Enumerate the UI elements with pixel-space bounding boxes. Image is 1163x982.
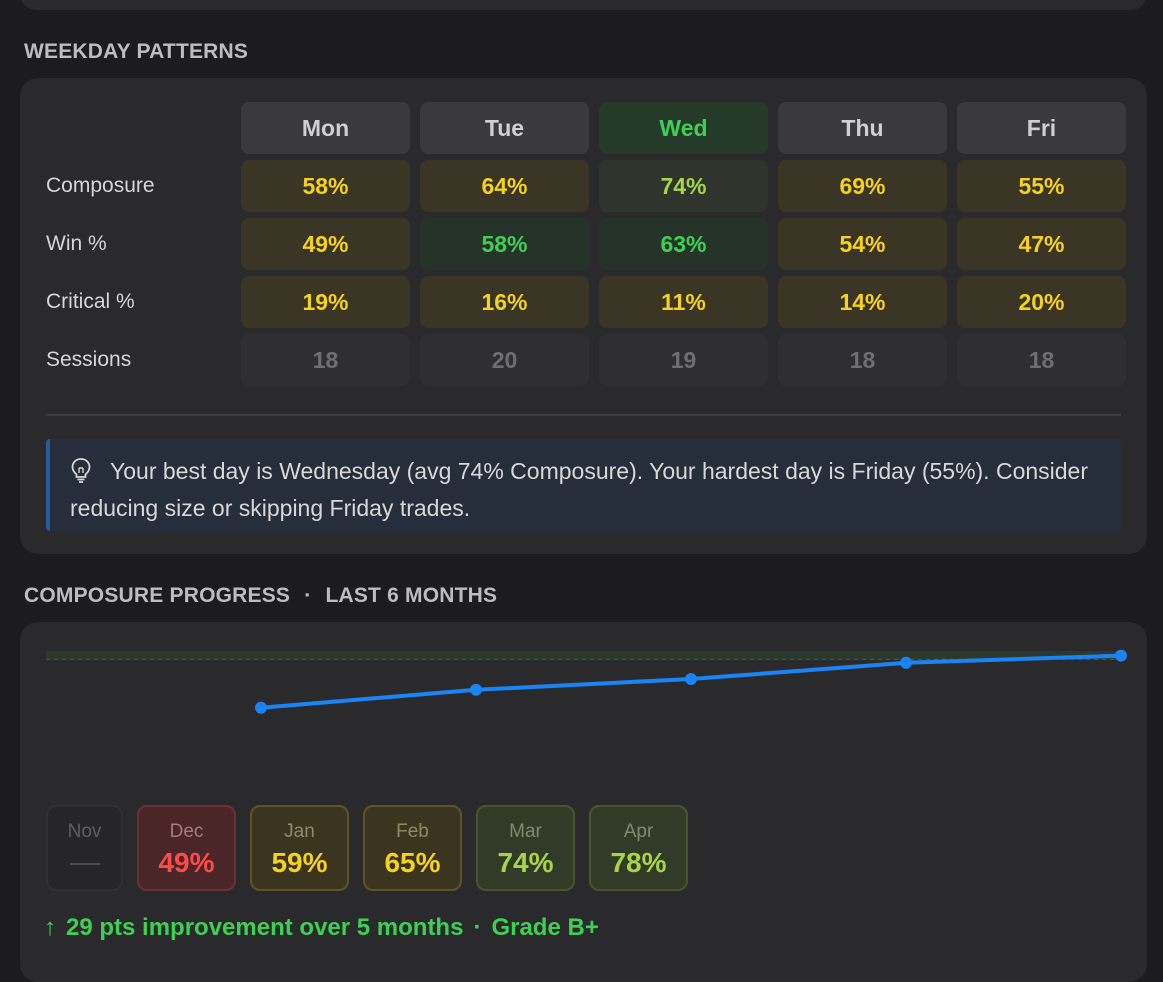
month-value: 65% <box>384 847 441 878</box>
previous-section-card <box>20 0 1147 10</box>
data-point-mar <box>900 656 912 669</box>
month-tiles: Nov Dec 49% Jan 59% Feb 65% Mar 74% Apr 78% <box>46 805 688 891</box>
month-value: 74% <box>497 847 554 878</box>
month-name: Mar <box>509 821 542 842</box>
metric-cell: 47% <box>957 218 1126 270</box>
metric-cell: 18 <box>778 334 947 386</box>
summary-text: 29 pts improvement over 5 months <box>66 914 464 941</box>
metric-cell: 64% <box>420 160 589 212</box>
day-header-2: Wed <box>599 102 768 154</box>
day-header-3: Thu <box>778 102 947 154</box>
progress-summary: ↑ 29 pts improvement over 5 months · Grade … <box>44 914 599 942</box>
metric-cell: 11% <box>599 276 768 328</box>
month-value: 59% <box>271 847 328 878</box>
progress-title: COMPOSURE PROGRESS <box>24 584 291 607</box>
day-header-0: Mon <box>241 102 410 154</box>
day-header-1: Tue <box>420 102 589 154</box>
metric-cell: 63% <box>599 218 768 270</box>
lightbulb-icon <box>70 457 96 492</box>
data-point-jan <box>470 683 482 696</box>
month-value: 49% <box>158 847 215 878</box>
composure-progress-card: Nov Dec 49% Jan 59% Feb 65% Mar 74% Apr 78% ↑ 29 pt… <box>20 622 1147 982</box>
month-name: Dec <box>169 821 204 842</box>
target-band <box>46 651 1121 661</box>
metric-cell: 74% <box>599 160 768 212</box>
metric-cell: 58% <box>420 218 589 270</box>
trend-up-icon: ↑ <box>44 914 56 941</box>
month-tile: Mar 74% <box>476 805 575 891</box>
data-point-dec <box>255 701 267 714</box>
month-value: 78% <box>610 847 667 878</box>
metric-cell: 49% <box>241 218 410 270</box>
month-name: Feb <box>396 821 429 842</box>
weekday-section-title: WEEKDAY PATTERNS <box>24 40 249 63</box>
metric-cell: 20 <box>420 334 589 386</box>
composure-line-chart <box>46 649 1127 714</box>
grade-text: Grade B+ <box>491 914 599 941</box>
divider <box>46 414 1121 416</box>
month-name: Apr <box>623 821 654 842</box>
month-name: Nov <box>67 821 102 842</box>
month-tile: Dec 49% <box>137 805 236 891</box>
month-tile: Feb 65% <box>363 805 462 891</box>
metric-cell: 18 <box>241 334 410 386</box>
metric-cell: 54% <box>778 218 947 270</box>
metric-cell: 19% <box>241 276 410 328</box>
grid-corner <box>46 102 231 154</box>
progress-section-title: COMPOSURE PROGRESS · LAST 6 MONTHS <box>24 584 497 608</box>
data-point-feb <box>685 673 697 685</box>
data-point-apr <box>1115 649 1127 662</box>
weekday-grid: Mon Tue Wed Thu Fri Composure 58% 64% 74% 69% 55% W… <box>46 102 1126 386</box>
metric-cell: 58% <box>241 160 410 212</box>
metric-cell: 69% <box>778 160 947 212</box>
month-tile: Jan 59% <box>250 805 349 891</box>
summary-separator: · <box>473 914 482 941</box>
insight-callout: Your best day is Wednesday (avg 74% Comp… <box>46 439 1121 531</box>
empty-value-dash <box>69 863 100 865</box>
metric-cell: 19 <box>599 334 768 386</box>
insight-text: Your best day is Wednesday (avg 74% Comp… <box>70 458 1089 521</box>
month-tile: Apr 78% <box>589 805 688 891</box>
row-label: Composure <box>46 174 155 197</box>
month-name: Jan <box>284 821 315 842</box>
title-separator: · <box>304 584 312 607</box>
weekday-patterns-card: Mon Tue Wed Thu Fri Composure 58% 64% 74% 69% 55% W… <box>20 78 1147 554</box>
row-label: Critical % <box>46 290 135 313</box>
metric-cell: 16% <box>420 276 589 328</box>
metric-cell: 55% <box>957 160 1126 212</box>
month-tile: Nov <box>46 805 123 891</box>
row-label: Win % <box>46 232 107 255</box>
progress-subtitle: LAST 6 MONTHS <box>325 584 498 607</box>
metric-cell: 18 <box>957 334 1126 386</box>
metric-cell: 20% <box>957 276 1126 328</box>
day-header-4: Fri <box>957 102 1126 154</box>
metric-cell: 14% <box>778 276 947 328</box>
row-label: Sessions <box>46 348 132 371</box>
